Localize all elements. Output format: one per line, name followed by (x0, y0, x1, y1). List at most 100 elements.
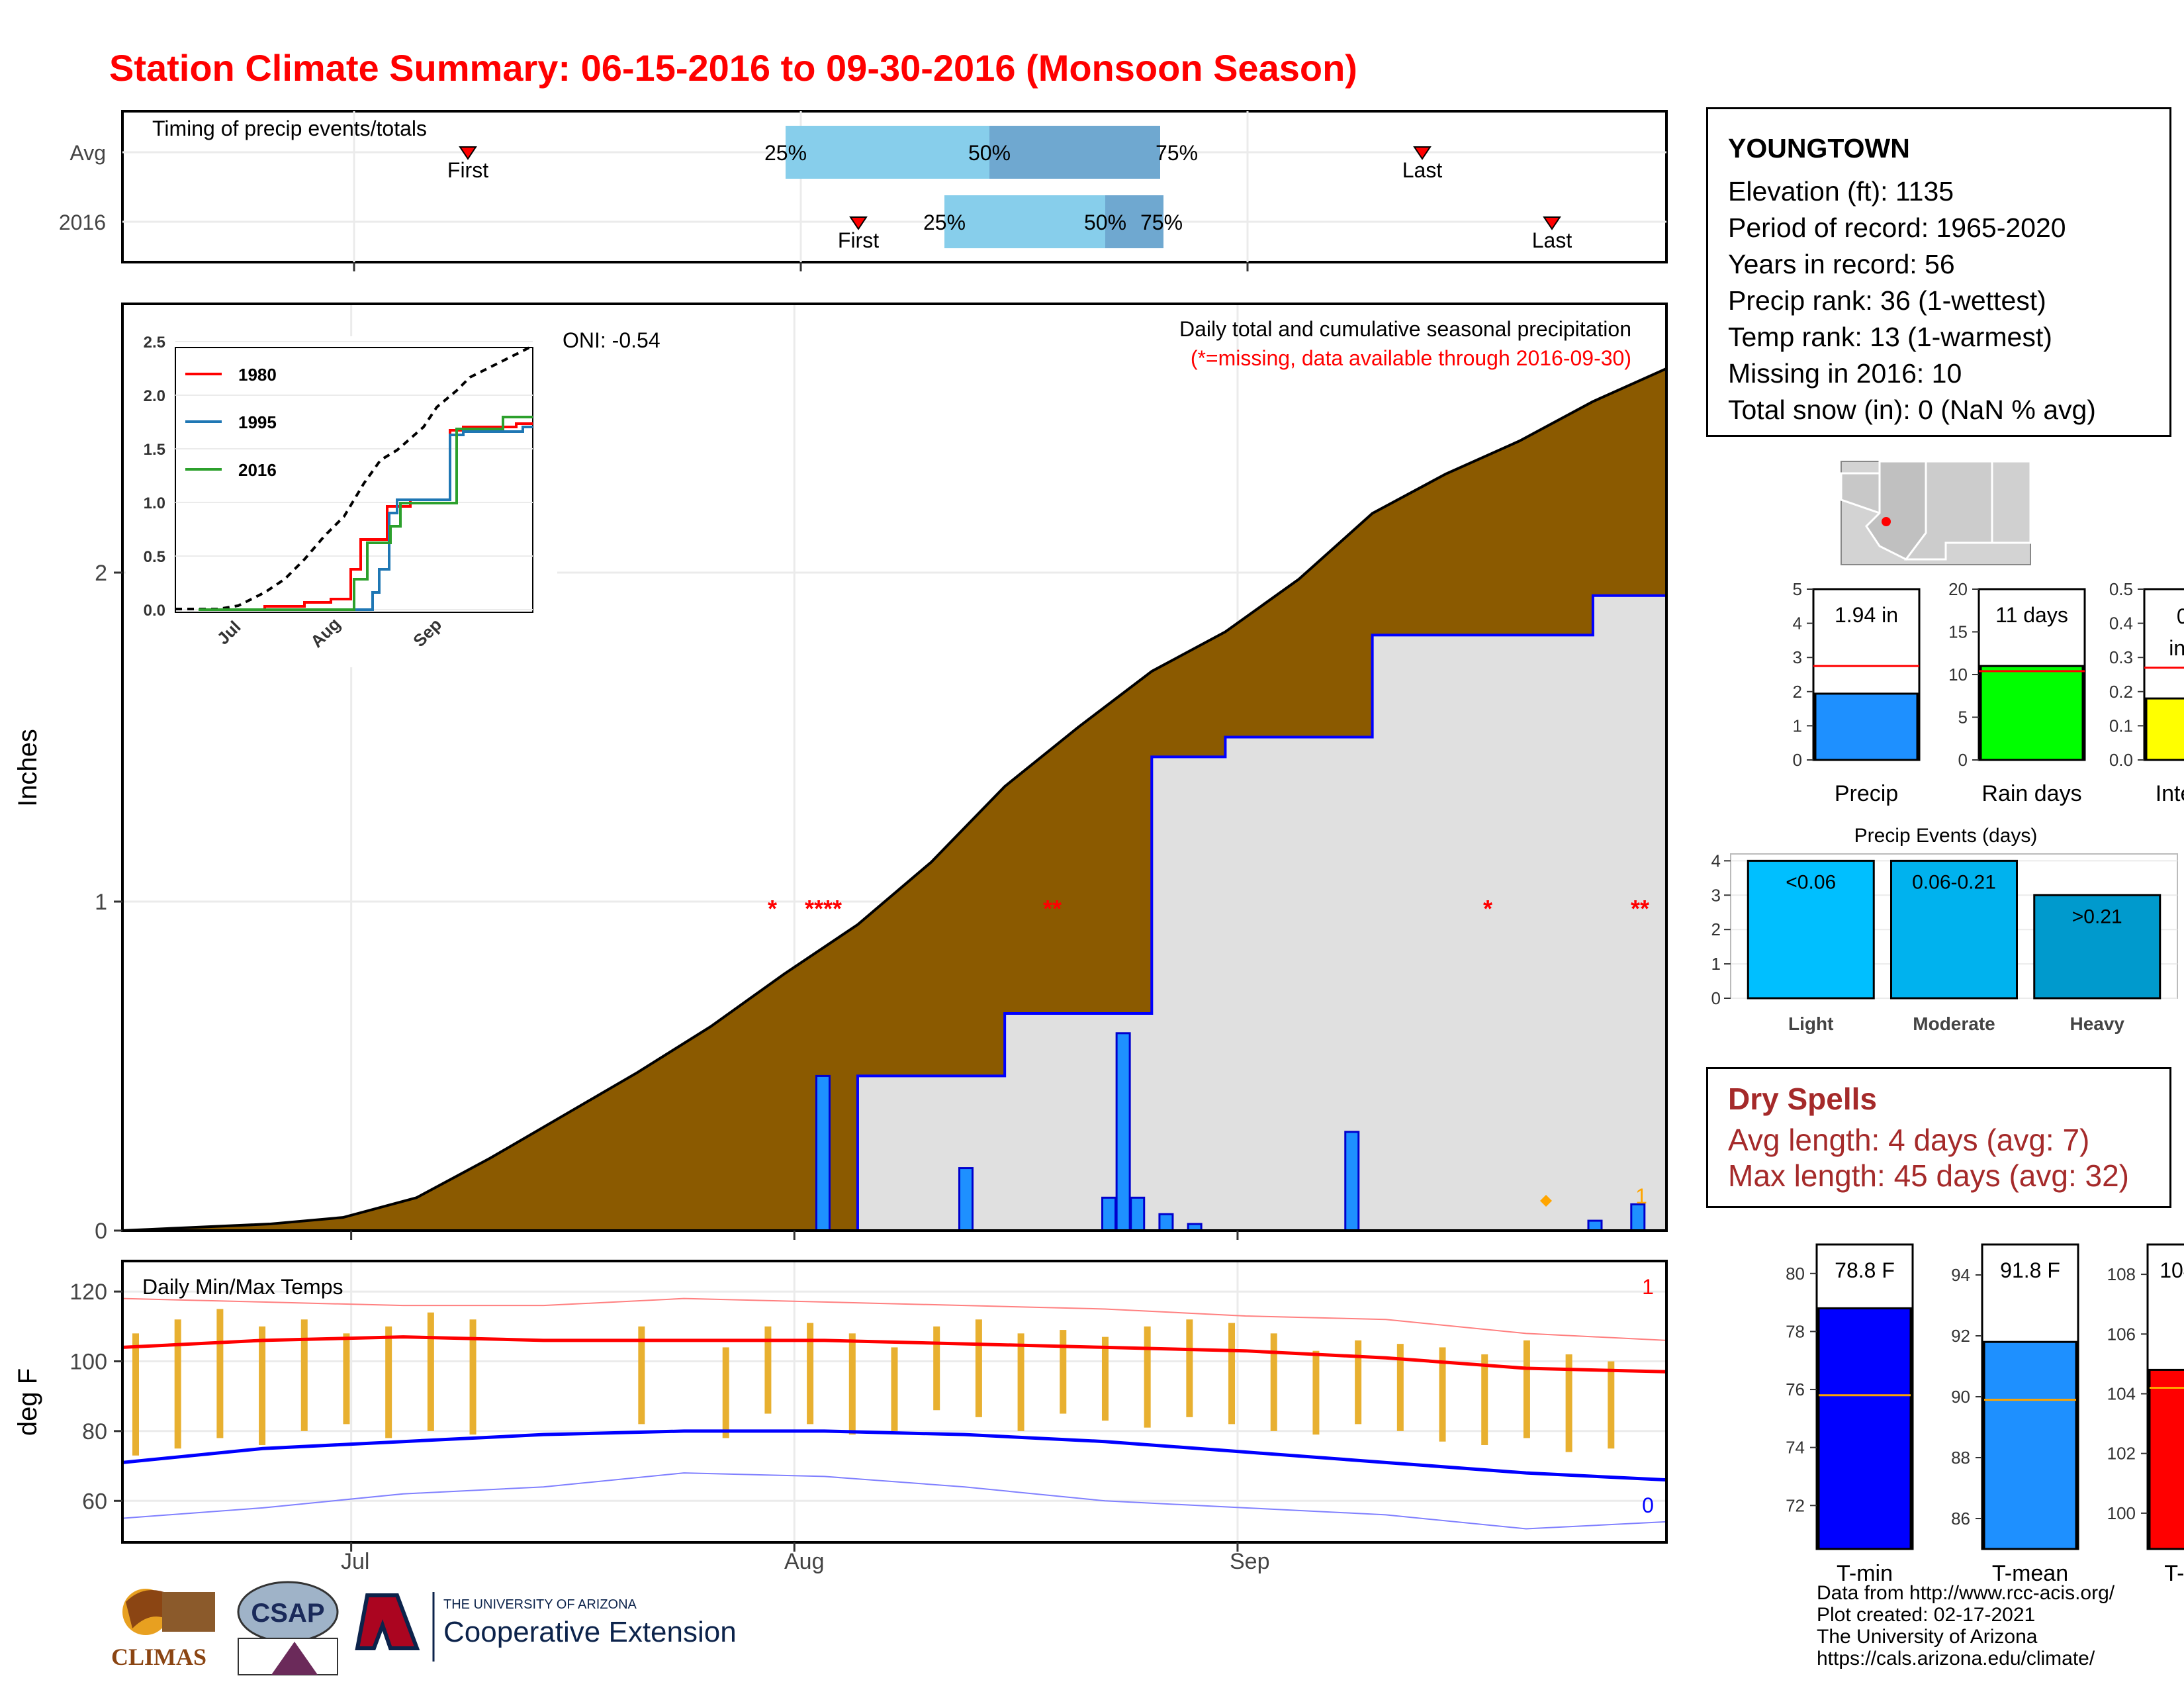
daily-temp-range-bar (764, 1326, 772, 1414)
events-tick-label: 3 (1711, 885, 1721, 905)
daily-temp-range-bar (427, 1312, 434, 1431)
2016-last-marker (1543, 216, 1561, 230)
temp-ytick-label: 100 (69, 1350, 107, 1375)
footer-line-1: Data from http://www.rcc-acis.org/ (1817, 1582, 2115, 1604)
daily-temp-range-bar (1312, 1350, 1320, 1435)
temp-summary-value (1817, 1307, 1912, 1550)
climas-text: CLIMAS (111, 1644, 206, 1670)
oni-label: ONI: -0.54 (563, 328, 660, 352)
precip-ylabel: Inches (13, 729, 42, 807)
daily-temp-range-bar (1228, 1323, 1236, 1425)
dry-spells-max: Max length: 45 days (avg: 32) (1728, 1158, 2129, 1193)
events-tick-label: 0 (1711, 988, 1721, 1008)
avg-last-label: Last (1402, 158, 1443, 182)
xtick-sep-label: Sep (1230, 1549, 1270, 1574)
precip-event-bar (1890, 859, 2018, 1000)
summary-tick-label: 4 (1793, 614, 1802, 633)
avg-first-marker (459, 146, 477, 160)
daily-temp-range-bar (174, 1319, 181, 1449)
daily-temp-range-bar (807, 1323, 814, 1425)
temp-ytick-label: 120 (69, 1280, 107, 1305)
climas-logo: CLIMAS (111, 1589, 215, 1670)
avg-last-marker (1413, 146, 1432, 160)
daily-temp-range-bar (1186, 1319, 1193, 1417)
daily-temp-range-bar (1017, 1333, 1024, 1431)
summary-tick-label: 0 (1958, 750, 1968, 770)
timing-row-avg: Avg (69, 141, 106, 165)
xtick-jul: Jul (340, 1552, 368, 1556)
temp-summary-tick-label: 106 (2107, 1324, 2136, 1344)
precip-event-bar (2033, 894, 2161, 1000)
avg-cumulative-line (122, 367, 1667, 1232)
inset-ytick-label: 0.5 (144, 548, 165, 566)
daily-temp-range-bar (1396, 1344, 1404, 1431)
temp-summary-tick-label: 72 (1786, 1495, 1805, 1515)
daily-precip-bar (815, 1074, 831, 1232)
temp-summary-tick-label: 108 (2107, 1264, 2136, 1284)
avg-max-line (122, 1335, 1667, 1374)
2016-iqr-high (1105, 195, 1163, 248)
inset-chart: 1980 1995 2016 0.00.51.01.52.02.5 Jul Au… (126, 334, 557, 667)
daily-temp-range-bar (1481, 1354, 1488, 1445)
temp-summary-tick-label: 94 (1951, 1265, 1970, 1285)
temp-ytick-label: 80 (82, 1419, 107, 1444)
csap-text: CSAP (251, 1599, 324, 1628)
precip-panel: 0 1 2 Inches ONI: -0.54 Daily total and cu… (13, 303, 1668, 1244)
locator-map (1840, 460, 2032, 565)
precip-caption: Daily total and cumulative seasonal prec… (1179, 317, 1631, 341)
temp-summary-tick-label: 100 (2107, 1503, 2136, 1523)
summary-tick-label: 0.4 (2109, 614, 2133, 633)
csap-logo: CSAP (237, 1581, 339, 1675)
footer-line-2: Plot created: 02-17-2021 (1817, 1604, 2036, 1626)
station-location-dot (1882, 517, 1891, 526)
avg-p75: 75% (1156, 141, 1198, 165)
2016-first-label: First (838, 228, 879, 252)
temp-summary-value (2148, 1368, 2184, 1550)
station-period: Period of record: 1965-2020 (1728, 212, 2066, 243)
summary-tick-label: 2 (1793, 682, 1802, 702)
station-elevation: Elevation (ft): 1135 (1728, 176, 1954, 207)
record-max-line (122, 1297, 1667, 1341)
precip-event-bar (1747, 859, 1875, 1000)
inset-legend-1980: 1980 (238, 365, 277, 385)
inset-ytick-label: 0.0 (144, 602, 165, 620)
timing-label: Timing of precip events/totals (152, 117, 427, 140)
summary-tick-label: 5 (1958, 708, 1968, 727)
missing-note: (*=missing, data available through 2016-… (1191, 346, 1631, 370)
temp-summary-tick-label: 102 (2107, 1444, 2136, 1464)
inset-ytick-label: 1.5 (144, 441, 165, 459)
summary-tick-label: 1 (1793, 716, 1802, 735)
station-years: Years in record: 56 (1728, 249, 1955, 279)
summary-tick-label: 0.1 (2109, 716, 2133, 735)
temp-summary-tick-label: 76 (1786, 1380, 1805, 1399)
daily-temp-range-bar (722, 1347, 729, 1438)
daily-precip-bar (1130, 1196, 1146, 1232)
2016-last-label: Last (1532, 228, 1572, 252)
station-missing: Missing in 2016: 10 (1728, 358, 1962, 389)
summary-bar-label: Rain days (1981, 781, 2081, 806)
trace-marker (1540, 1195, 1552, 1207)
temp-summary-tick-label: 104 (2107, 1383, 2136, 1403)
temp-summary-label: T-max (2164, 1561, 2184, 1582)
station-name: YOUNGTOWN (1728, 133, 1910, 164)
avg-p25: 25% (764, 141, 807, 165)
daily-temp-range-bar (1523, 1340, 1530, 1438)
summary-value-text: 0.18 (2177, 604, 2184, 628)
daily-temp-range-bar (216, 1309, 224, 1438)
temp-summary-label: T-mean (1992, 1561, 2068, 1582)
logos: CLIMAS CSAP THE UNIVERSITY OF ARIZONA Co… (111, 1581, 737, 1675)
temp-summary-bars: 72 74 76 78 80 78.8 F T-min 86 88 90 92 94 91.8 F T-m… (1786, 1243, 2184, 1582)
daily-temp-range-bar (891, 1347, 898, 1431)
temp-summary-value-text: 91.8 F (2000, 1258, 2060, 1282)
missing-mark-5: ** (1631, 895, 1649, 922)
daily-temp-range-bar (1608, 1361, 1615, 1449)
summary-bar-value (1814, 692, 1919, 761)
record-min-line (122, 1472, 1667, 1530)
daily-temp-range-bar (975, 1319, 982, 1417)
precip-events-title: Precip Events (days) (1854, 825, 2038, 847)
avg-min-line (122, 1429, 1667, 1482)
precip-event-label: Light (1788, 1013, 1833, 1034)
precip-count-label: 1 (1635, 1184, 1647, 1208)
summary-tick-label: 0.3 (2109, 647, 2133, 667)
summary-value-text-unit: in/day (2169, 636, 2184, 660)
